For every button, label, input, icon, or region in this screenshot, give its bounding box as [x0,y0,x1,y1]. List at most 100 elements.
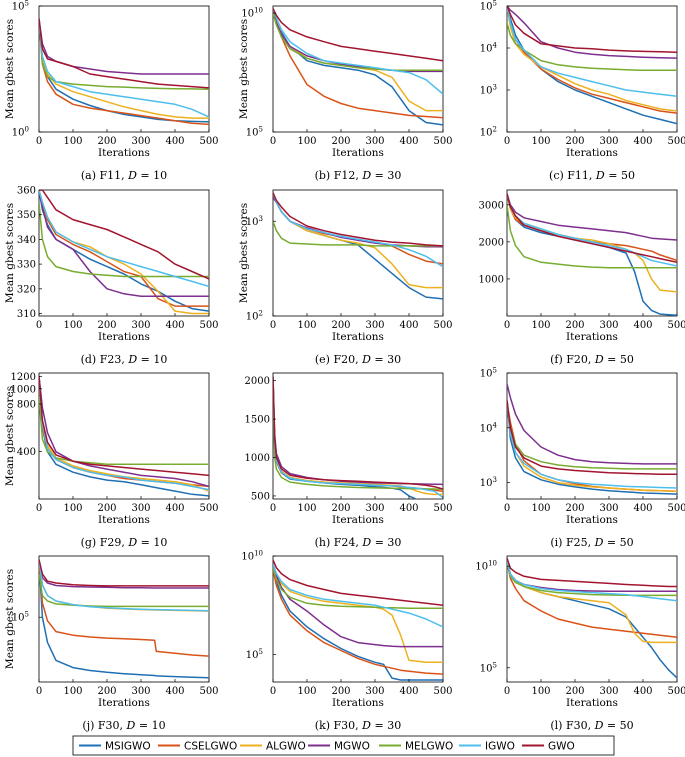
x-tick-label: 500 [667,320,685,331]
y-tick-label: 3000 [479,200,504,211]
series-line-cselgwo [273,376,443,493]
x-tick-label: 200 [97,686,116,697]
x-axis-label: Iterations [332,331,384,343]
x-tick-label: 100 [531,136,550,147]
x-tick-label: 200 [331,136,350,147]
series-line-melgwo [39,396,209,466]
x-tick-label: 400 [165,320,184,331]
series-line-melgwo [273,388,443,490]
series-line-algwo [507,400,677,493]
series-group [507,193,677,316]
series-group [273,8,443,126]
x-axis-label: Iterations [566,147,618,159]
y-tick-label: 340 [17,235,36,246]
subplot-caption: (b) F12, D = 30 [315,169,402,182]
x-tick-label: 200 [565,686,584,697]
subplot-caption: (h) F24, D = 30 [315,536,402,549]
subplot-caption: (a) F11, D = 10 [81,169,167,182]
series-line-msigwo [39,190,209,312]
subplot-2: 0 100 200 300 400 500 105 1010 Iterations Mean gb… [238,5,453,182]
y-axis-label: Mean gbest scores [238,203,250,303]
series-line-msigwo [507,193,677,316]
series-line-mgwo [39,376,209,488]
subplot-caption: (e) F20, D = 30 [315,353,401,366]
series-line-melgwo [507,204,677,269]
y-tick-label: 500 [251,491,270,502]
x-tick-label: 200 [331,686,350,697]
series-group [507,383,677,495]
series-group [39,376,209,497]
y-tick-label: 103 [480,84,497,97]
series-line-melgwo [507,22,677,72]
plot-area [506,555,678,683]
series-line-gwo [507,6,677,53]
series-line-mgwo [273,376,443,486]
series-line-mgwo [273,10,443,73]
series-line-gwo [39,559,209,587]
x-tick-label: 300 [599,686,618,697]
x-tick-label: 400 [633,320,652,331]
x-tick-label: 0 [504,686,510,697]
x-axis-label: Iterations [566,697,618,709]
series-line-igwo [507,559,677,602]
x-tick-label: 300 [365,136,384,147]
series-line-gwo [273,8,443,62]
legend-label-msigwo: MSIGWO [105,741,151,753]
series-line-melgwo [507,400,677,470]
x-tick-label: 200 [331,320,350,331]
subplot-9: 0 100 200 300 400 500 103 104 105 Iterations (i) F… [480,367,685,550]
series-line-melgwo [507,561,677,597]
series-line-mgwo [507,6,677,59]
x-tick-label: 0 [270,686,276,697]
series-line-melgwo [39,573,209,608]
x-axis-label: Iterations [566,514,618,526]
series-line-mgwo [39,190,209,297]
series-line-algwo [39,380,209,492]
x-tick-label: 300 [599,136,618,147]
series-line-cselgwo [507,402,677,493]
series-line-igwo [273,8,443,95]
series-line-algwo [507,559,677,644]
x-tick-label: 500 [433,136,452,147]
series-line-gwo [273,192,443,247]
x-tick-label: 100 [297,503,316,514]
series-line-igwo [507,6,677,98]
subplot-caption: (f) F20, D = 50 [550,353,634,366]
series-line-melgwo [273,221,443,247]
y-tick-label: 1010 [241,550,263,563]
plot-area [38,372,210,500]
series-line-cselgwo [39,559,209,657]
y-tick-label: 1000 [245,453,270,464]
subplot-6: 0 100 200 300 400 500 1000 2000 3000 Iterations (f… [479,189,685,366]
series-line-cselgwo [39,190,209,307]
x-tick-label: 300 [365,503,384,514]
series-line-gwo [39,376,209,477]
subplot-8: 0 100 200 300 400 500 500 1000 1500 2000 Iteration… [245,372,453,549]
subplot-caption: (j) F30, D = 10 [82,719,165,732]
y-tick-label: 1200 [11,372,36,383]
x-tick-label: 400 [399,503,418,514]
x-tick-label: 100 [297,136,316,147]
x-tick-label: 200 [565,136,584,147]
series-line-gwo [507,193,677,264]
x-tick-label: 100 [297,686,316,697]
series-line-melgwo [273,12,443,71]
x-tick-label: 500 [199,136,218,147]
x-tick-label: 200 [97,136,116,147]
series-line-gwo [273,559,443,606]
series-line-gwo [39,18,209,89]
series-line-msigwo [273,8,443,126]
x-tick-label: 300 [131,503,150,514]
x-tick-label: 0 [504,136,510,147]
y-tick-label: 1000 [11,384,36,395]
x-tick-label: 100 [63,686,82,697]
y-tick-label: 105 [12,0,29,13]
subplot-caption: (c) F11, D = 50 [549,169,635,182]
x-tick-label: 400 [399,686,418,697]
x-tick-label: 200 [97,320,116,331]
y-tick-label: 1010 [475,560,497,573]
x-tick-label: 200 [565,503,584,514]
x-tick-label: 400 [165,503,184,514]
y-tick-label: 105 [246,126,263,139]
x-tick-label: 500 [667,686,685,697]
